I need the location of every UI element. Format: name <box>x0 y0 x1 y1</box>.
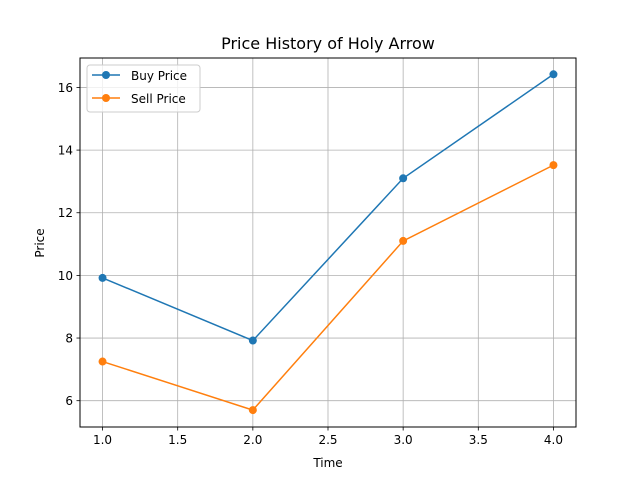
y-tick-label: 12 <box>58 206 73 220</box>
data-point-sell-price <box>399 236 408 245</box>
legend-box <box>86 64 201 113</box>
chart-title: Price History of Holy Arrow <box>221 34 435 53</box>
y-tick-label: 10 <box>58 269 73 283</box>
legend-marker-sell-price <box>102 94 110 102</box>
x-tick-label: 4.0 <box>544 433 563 447</box>
grid <box>80 58 576 427</box>
data-point-sell-price <box>248 406 257 415</box>
legend-label-sell-price: Sell Price <box>131 92 186 106</box>
series-layer <box>98 70 558 415</box>
y-tick-label: 8 <box>65 332 73 346</box>
x-axis-label: Time <box>312 456 342 470</box>
x-tick-label: 2.5 <box>318 433 337 447</box>
x-tick-label: 2.0 <box>243 433 262 447</box>
ticks: 1.0 1.5 2.0 2.5 3.0 3.5 4.0 6 8 10 12 14 16 <box>58 81 563 447</box>
data-point-buy-price <box>248 336 257 345</box>
data-point-buy-price <box>399 174 408 183</box>
x-tick-label: 3.0 <box>394 433 413 447</box>
legend: Buy Price Sell Price <box>86 64 201 113</box>
x-tick-label: 1.5 <box>168 433 187 447</box>
x-tick-label: 3.5 <box>469 433 488 447</box>
data-point-sell-price <box>98 357 107 366</box>
y-tick-label: 14 <box>58 144 73 158</box>
y-axis-label: Price <box>33 228 47 257</box>
legend-label-buy-price: Buy Price <box>131 69 187 83</box>
y-tick-label: 16 <box>58 81 73 95</box>
series-line-sell-price <box>102 164 554 411</box>
legend-marker-buy-price <box>102 71 110 79</box>
x-tick-label: 1.0 <box>93 433 112 447</box>
y-tick-label: 6 <box>65 394 73 408</box>
data-point-sell-price <box>549 161 558 170</box>
data-point-buy-price <box>549 70 558 79</box>
data-point-buy-price <box>98 273 107 282</box>
series-line-buy-price <box>102 73 554 342</box>
